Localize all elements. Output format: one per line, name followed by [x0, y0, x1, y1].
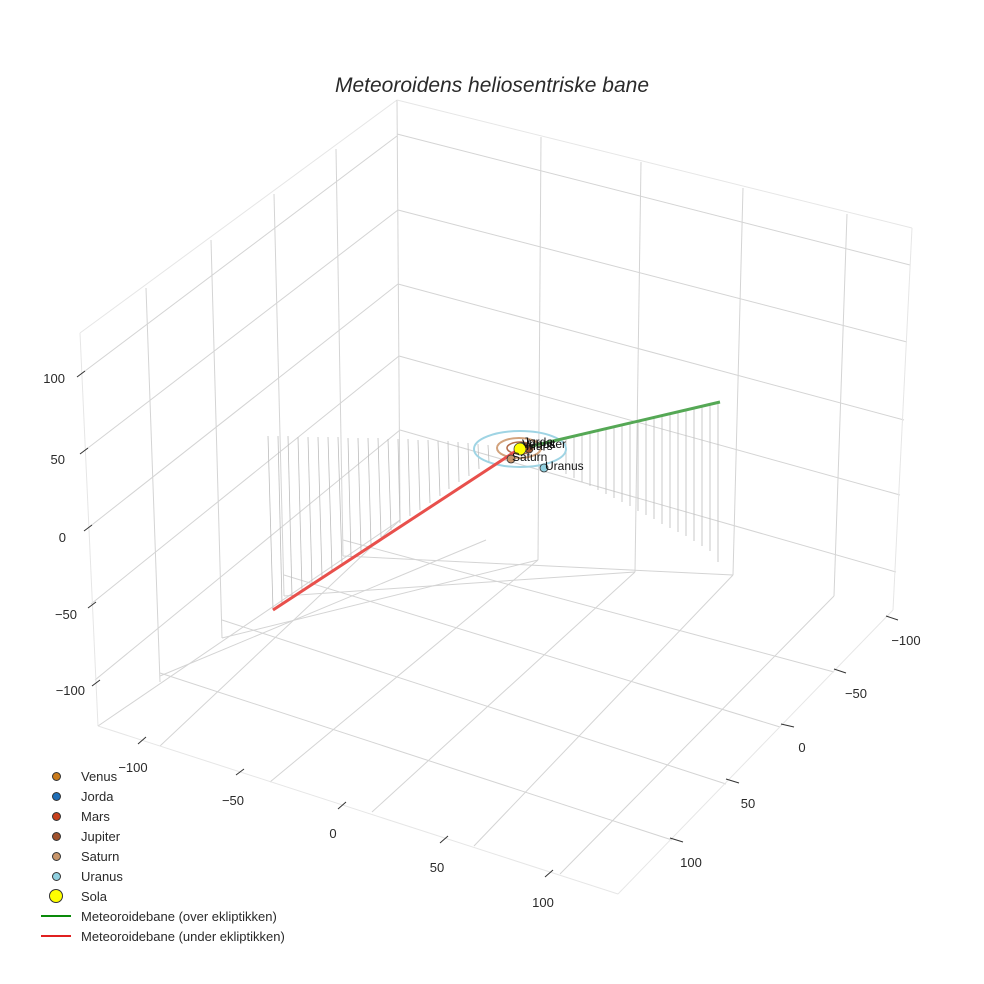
legend-item-path-above[interactable]: Meteoroidebane (over ekliptikken) [36, 906, 285, 926]
planet-markers [506, 442, 549, 473]
x-tick-label: 100 [532, 895, 554, 910]
floor-grid [97, 519, 894, 895]
uranus-label: Uranus [545, 459, 584, 473]
sola-legend-icon [49, 889, 63, 903]
x-tick-label: 50 [430, 860, 444, 875]
z-tick-label: 0 [59, 530, 66, 545]
legend-label: Meteoroidebane (over ekliptikken) [81, 908, 277, 924]
y-tick-label: 100 [680, 855, 702, 870]
meteoroid-path-above [518, 400, 721, 451]
y-tick-label: 50 [741, 796, 755, 811]
uranus-legend-icon [51, 871, 61, 881]
legend-item-jorda[interactable]: Jorda [36, 786, 285, 806]
drop-lines-below [267, 435, 490, 611]
venus-label: Venus [522, 437, 555, 451]
planet-labels: Venus Jorda Mars Jupiter Saturn Uranus [512, 435, 584, 473]
z-tick-label: 100 [43, 371, 65, 386]
legend-item-jupiter[interactable]: Jupiter [36, 826, 285, 846]
y-axis: −100 −50 0 50 100 [669, 615, 921, 870]
legend-label: Mars [81, 808, 110, 824]
jorda-label: Jorda [523, 435, 553, 449]
legend-label: Uranus [81, 868, 123, 884]
x-tick-label: −100 [118, 760, 147, 775]
saturn-label: Saturn [512, 450, 547, 464]
legend-item-sola[interactable]: Sola [36, 886, 285, 906]
x-tick-label: 0 [329, 826, 336, 841]
back-wall-grid [396, 99, 913, 611]
z-tick-label: 50 [51, 452, 65, 467]
uranus-marker [539, 463, 549, 473]
legend-item-path-below[interactable]: Meteoroidebane (under ekliptikken) [36, 926, 285, 946]
legend-label: Meteoroidebane (under ekliptikken) [81, 928, 285, 944]
red-line-legend-icon [41, 935, 71, 937]
mars-label: Mars [526, 439, 553, 453]
saturn-marker [506, 454, 516, 464]
legend-label: Sola [81, 888, 108, 904]
legend-item-saturn[interactable]: Saturn [36, 846, 285, 866]
legend-item-mars[interactable]: Mars [36, 806, 285, 826]
mars-legend-icon [51, 811, 61, 821]
z-tick-label: −100 [56, 683, 85, 698]
chart-title: Meteoroidens heliosentriske bane [334, 74, 650, 97]
orbit-uranus [473, 430, 567, 468]
saturn-legend-icon [51, 851, 61, 861]
y-tick-label: −100 [891, 633, 920, 648]
legend-label: Venus [81, 768, 118, 784]
legend-label: Saturn [81, 848, 120, 864]
x-tick-label: −50 [222, 793, 244, 808]
left-wall-grid [79, 99, 401, 727]
drop-lines-above [565, 403, 719, 562]
legend-item-uranus[interactable]: Uranus [36, 866, 285, 886]
sola-marker [513, 442, 527, 456]
jorda-legend-icon [51, 791, 61, 801]
legend-item-venus[interactable]: Venus [36, 766, 285, 786]
jupiter-legend-icon [51, 831, 61, 841]
orbit-saturn [496, 437, 542, 459]
legend-label: Jupiter [81, 828, 121, 844]
jupiter-label: Jupiter [530, 437, 566, 451]
meteoroid-path-below [272, 447, 520, 612]
y-tick-label: 0 [798, 740, 805, 755]
venus-legend-icon [51, 771, 61, 781]
y-tick-label: −50 [845, 686, 867, 701]
z-tick-label: −50 [55, 607, 77, 622]
green-line-legend-icon [41, 915, 71, 917]
legend-label: Jorda [81, 788, 114, 804]
x-axis: −100 −50 0 50 100 [118, 736, 554, 910]
legend: Venus Jorda Mars Jupiter Saturn Uranus S… [36, 766, 285, 946]
z-axis: 100 50 0 −50 −100 [43, 370, 101, 698]
